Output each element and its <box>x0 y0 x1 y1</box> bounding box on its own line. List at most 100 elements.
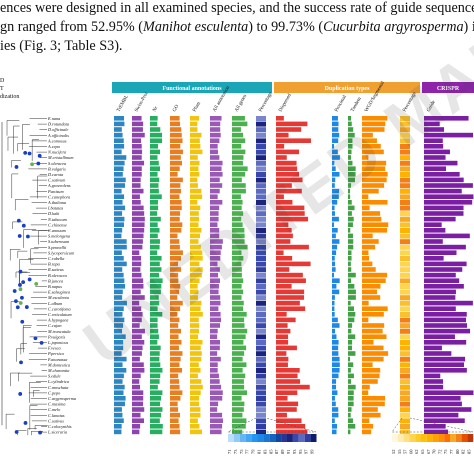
bar <box>424 300 473 306</box>
bar <box>232 384 245 390</box>
scale-swatch-right <box>426 434 433 442</box>
bar <box>276 323 288 328</box>
heat-cell <box>400 323 410 329</box>
bar <box>362 188 379 194</box>
bar <box>348 323 353 328</box>
bar <box>332 116 338 121</box>
bar <box>150 379 160 384</box>
heat-cell <box>400 418 410 424</box>
scale-tick-left: 81 <box>257 450 262 455</box>
bar <box>332 278 340 283</box>
bar <box>210 340 220 345</box>
duplication-node-dot <box>18 283 22 287</box>
bar <box>348 351 356 356</box>
bar <box>232 250 242 255</box>
duplication-node-dot <box>36 161 41 166</box>
scale-tick-right: 52 <box>391 450 396 455</box>
bar <box>114 194 125 199</box>
bar <box>210 228 220 233</box>
heat-cell <box>400 300 410 306</box>
heat-cell <box>400 278 410 284</box>
species-label: M.truncatula <box>47 329 71 334</box>
bar <box>150 323 158 328</box>
bar <box>276 284 292 289</box>
scale-swatch-left <box>292 434 299 442</box>
bar <box>348 289 356 295</box>
bar <box>424 407 472 412</box>
bar <box>362 418 370 423</box>
bar <box>114 127 122 132</box>
bar <box>424 272 456 278</box>
bar <box>362 345 384 351</box>
species-label: S.oleracea <box>48 161 66 166</box>
species-label: C.maxima <box>48 402 66 407</box>
bar <box>362 334 387 339</box>
bar <box>150 306 158 311</box>
heat-cell <box>400 396 410 401</box>
bar <box>132 261 142 267</box>
bar <box>170 183 181 188</box>
heat-cell <box>256 379 266 385</box>
bar <box>150 228 160 233</box>
bar <box>332 183 335 188</box>
scale-pointer-right <box>391 417 474 433</box>
bar <box>362 222 389 227</box>
scale-swatch-left <box>304 434 311 442</box>
bar <box>132 407 145 412</box>
species-label: M.esculenta <box>47 295 69 300</box>
bar <box>362 172 388 177</box>
bar <box>348 272 356 278</box>
column-label: TrEMBL <box>116 95 130 113</box>
bar <box>276 418 302 423</box>
bar <box>170 396 181 401</box>
heat-cell <box>256 250 266 256</box>
scale-swatch-right <box>467 434 474 442</box>
bar <box>170 312 178 317</box>
bar <box>170 177 183 183</box>
bar <box>276 351 287 356</box>
bar <box>232 267 242 272</box>
species-label: M.domestica <box>47 362 70 367</box>
bar <box>276 312 287 317</box>
bar <box>150 300 160 306</box>
bar <box>170 216 180 222</box>
bar <box>210 177 220 183</box>
bar <box>332 244 338 250</box>
heat-cell <box>256 289 266 295</box>
header-label-functional: Functional annotations <box>162 86 222 92</box>
heat-cell <box>400 256 410 261</box>
bar <box>114 172 123 177</box>
heat-cell <box>400 261 410 267</box>
scale-tick-right: 85 <box>466 449 471 454</box>
bar <box>332 317 338 323</box>
bar <box>190 272 202 278</box>
bar <box>348 239 354 244</box>
bar <box>132 289 141 295</box>
bar <box>348 396 354 401</box>
bar <box>114 323 124 328</box>
bar <box>150 200 158 205</box>
heat-cell <box>256 295 266 301</box>
legend-entry: D <box>0 78 5 84</box>
bar <box>232 328 248 334</box>
bar <box>170 267 182 272</box>
bar <box>332 166 336 171</box>
bar <box>424 379 444 384</box>
bar <box>190 144 201 149</box>
bar <box>362 244 376 250</box>
bar <box>362 317 369 323</box>
heat-cell <box>256 155 266 161</box>
bar <box>362 116 388 121</box>
bar <box>424 267 463 272</box>
bar <box>170 155 181 160</box>
heat-cell <box>400 379 410 385</box>
bar <box>424 317 467 323</box>
bar <box>348 183 352 188</box>
bar <box>232 407 244 412</box>
duplication-node-dot <box>39 340 44 345</box>
bar <box>348 205 355 211</box>
bar <box>362 401 385 407</box>
bar <box>190 412 201 418</box>
heat-cell <box>256 211 266 217</box>
bar <box>190 149 203 155</box>
